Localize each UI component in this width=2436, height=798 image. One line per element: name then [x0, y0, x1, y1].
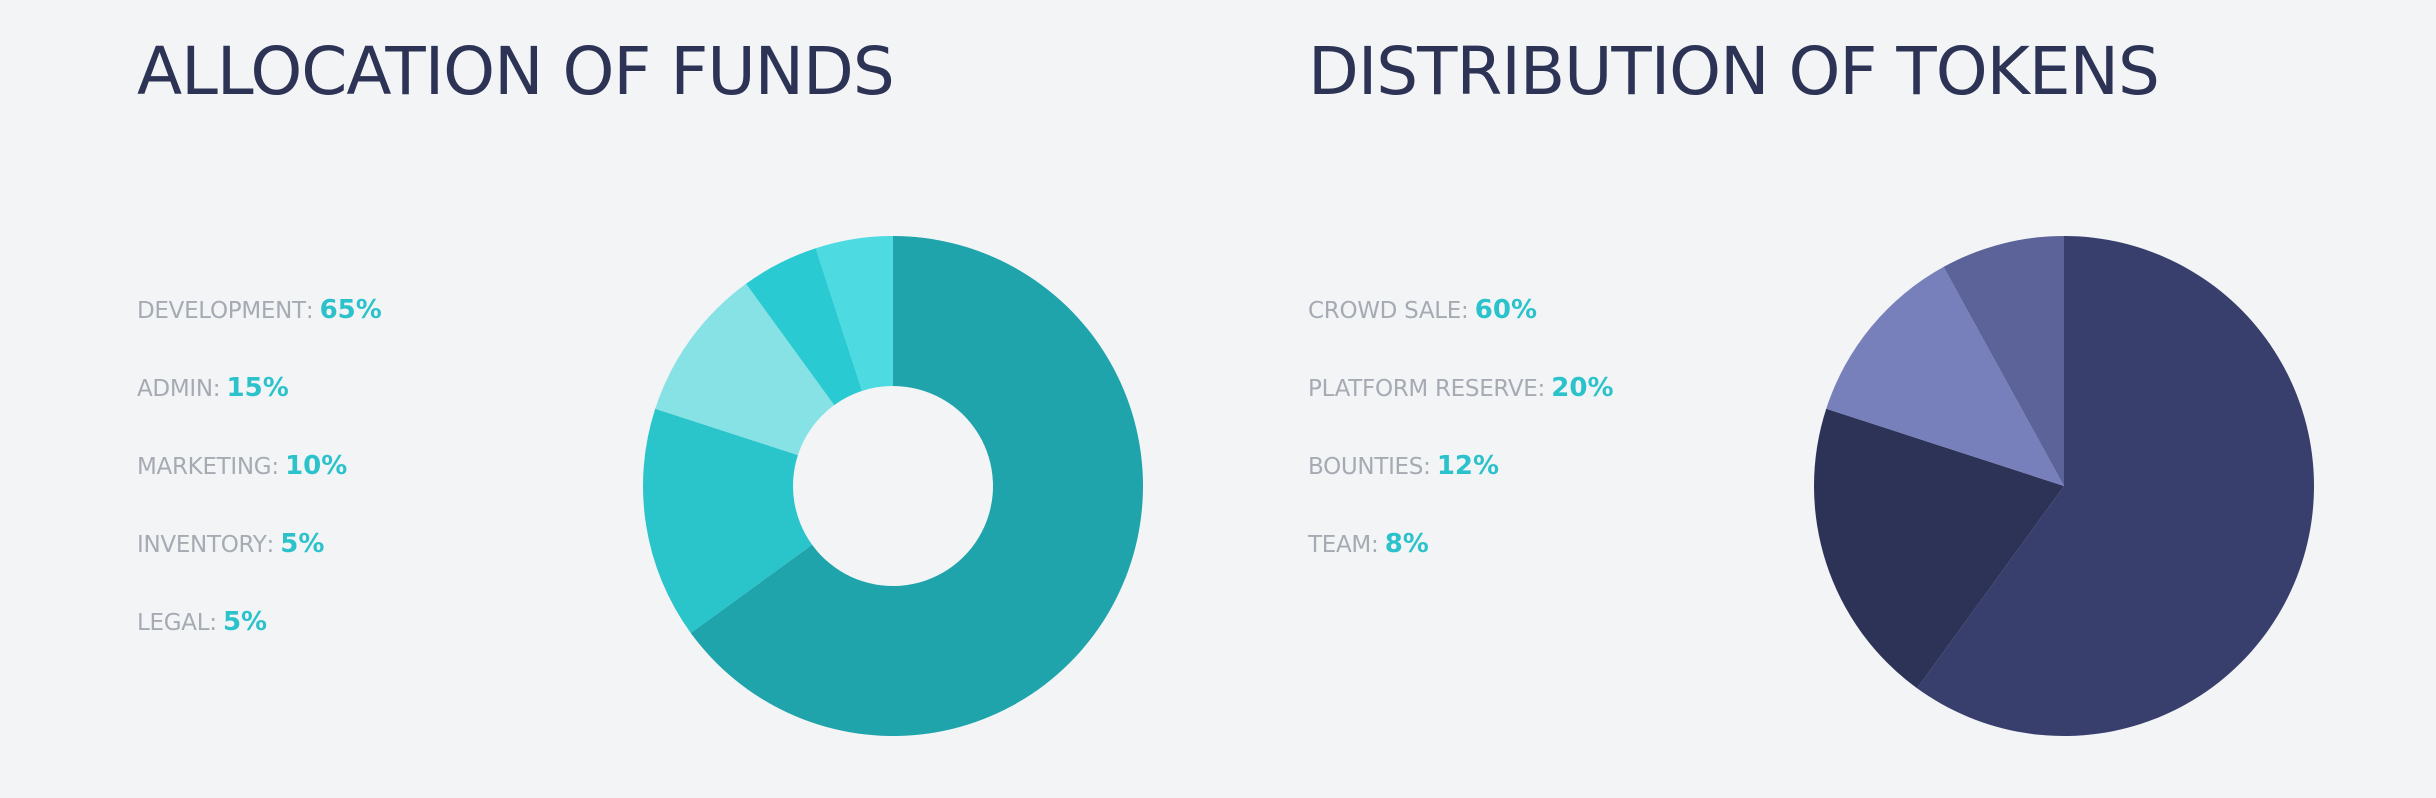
- legend-separator: :: [266, 532, 275, 558]
- slice-marketing: [655, 283, 835, 456]
- slice-team: [1943, 236, 2064, 486]
- legend-separator: :: [1423, 454, 1431, 480]
- legend-value: 10%: [285, 451, 348, 481]
- legend: CROWD SALE: 60% PLATFORM RESERVE: 20% BOUN…: [1308, 292, 1614, 604]
- distribution-pie-chart: [1814, 236, 2314, 736]
- slice-inventory: [746, 248, 863, 406]
- chart-title: DISTRIBUTION OF TOKENS: [1308, 33, 2160, 110]
- legend-value: 12%: [1436, 451, 1500, 481]
- slice-platform-reserve: [1814, 408, 2064, 689]
- legend-label: CROWD SALE: [1308, 298, 1462, 324]
- legend-value: 65%: [319, 295, 382, 325]
- legend-item-crowd-sale: CROWD SALE: 60%: [1308, 292, 1614, 370]
- legend-label: TEAM: [1308, 532, 1371, 558]
- legend-item-platform-reserve: PLATFORM RESERVE: 20%: [1308, 370, 1614, 448]
- legend-item-marketing: MARKETING: 10%: [137, 448, 382, 526]
- legend-value: 5%: [222, 607, 268, 637]
- legend-value: 5%: [280, 529, 325, 559]
- legend-label: BOUNTIES: [1308, 454, 1424, 480]
- legend-separator: :: [1461, 298, 1469, 324]
- legend-value: 15%: [226, 373, 289, 403]
- legend-item-inventory: INVENTORY: 5%: [137, 526, 382, 604]
- legend-label: INVENTORY: [137, 532, 267, 558]
- legend-separator: :: [305, 298, 314, 324]
- slice-legal: [815, 236, 893, 391]
- legend-label: DEVELOPMENT: [137, 298, 306, 324]
- legend-value: 60%: [1474, 295, 1537, 325]
- slice-admin: [643, 408, 813, 633]
- legend-item-admin: ADMIN: 15%: [137, 370, 382, 448]
- legend-separator: :: [209, 610, 217, 636]
- legend-label: MARKETING: [137, 454, 272, 480]
- allocation-donut-chart: [643, 236, 1143, 736]
- legend-separator: :: [1370, 532, 1379, 558]
- legend-label: PLATFORM RESERVE: [1308, 376, 1538, 402]
- slice-development: [690, 236, 1143, 736]
- legend-item-bounties: BOUNTIES: 12%: [1308, 448, 1614, 526]
- chart-title: ALLOCATION OF FUNDS: [137, 33, 895, 110]
- legend-label: LEGAL: [137, 610, 210, 636]
- slice-bounties: [1826, 266, 2064, 486]
- slice-crowd-sale: [1917, 236, 2314, 736]
- distribution-of-tokens-section: DISTRIBUTION OF TOKENS CROWD SALE: 60% PL…: [1218, 0, 2436, 798]
- legend-value: 8%: [1384, 529, 1429, 559]
- legend-separator: :: [271, 454, 280, 480]
- legend-value: 20%: [1551, 373, 1614, 403]
- legend-separator: :: [212, 376, 221, 402]
- legend-label: ADMIN: [137, 376, 213, 402]
- allocation-of-funds-section: ALLOCATION OF FUNDS DEVELOPMENT: 65% ADMI…: [137, 33, 1143, 736]
- legend-item-development: DEVELOPMENT: 65%: [137, 292, 382, 370]
- legend-separator: :: [1537, 376, 1546, 402]
- legend: DEVELOPMENT: 65% ADMIN: 15% MARKETING: 10% …: [137, 292, 382, 682]
- legend-item-legal: LEGAL: 5%: [137, 604, 382, 682]
- legend-item-team: TEAM: 8%: [1308, 526, 1614, 604]
